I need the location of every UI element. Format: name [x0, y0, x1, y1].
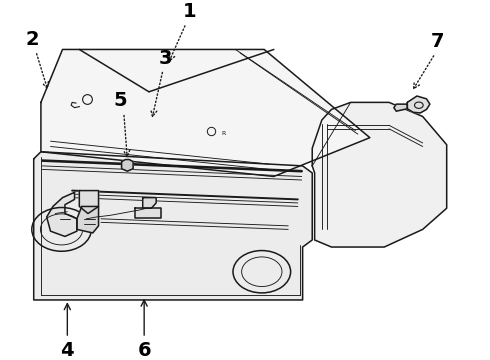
Text: 2: 2	[26, 30, 40, 49]
Text: R: R	[221, 131, 225, 136]
Text: 6: 6	[137, 341, 151, 360]
Polygon shape	[34, 152, 312, 300]
Polygon shape	[79, 190, 98, 213]
Polygon shape	[41, 49, 370, 176]
Polygon shape	[312, 102, 447, 247]
Text: 3: 3	[159, 49, 172, 68]
Text: 4: 4	[60, 341, 74, 360]
Polygon shape	[407, 96, 430, 113]
Polygon shape	[47, 192, 77, 237]
Polygon shape	[143, 198, 156, 208]
Polygon shape	[77, 207, 98, 233]
Text: 5: 5	[113, 91, 127, 111]
Polygon shape	[135, 208, 161, 218]
Text: 7: 7	[430, 32, 444, 51]
Polygon shape	[122, 159, 133, 171]
Text: 1: 1	[183, 2, 196, 21]
Polygon shape	[394, 104, 407, 111]
